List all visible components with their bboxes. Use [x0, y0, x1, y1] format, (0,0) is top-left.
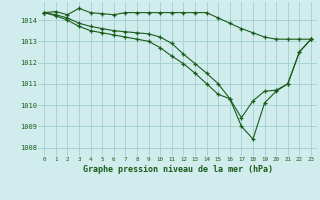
X-axis label: Graphe pression niveau de la mer (hPa): Graphe pression niveau de la mer (hPa) [83, 165, 273, 174]
